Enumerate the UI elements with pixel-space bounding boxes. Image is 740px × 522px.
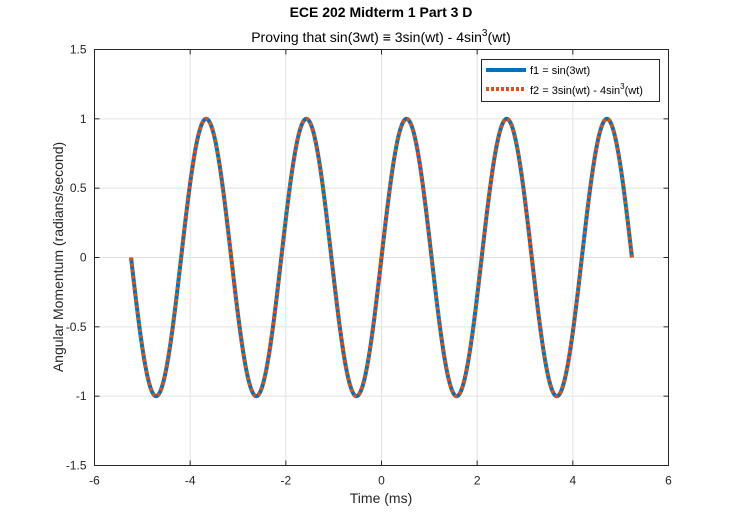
subtitle-part-3: (wt)	[487, 29, 510, 45]
subtitle-part-2: 3sin(wt) - 4sin	[391, 29, 482, 45]
y-tick-label: -1	[76, 389, 87, 403]
x-tick-label: -4	[185, 474, 196, 488]
legend-f2-part-2: (wt)	[625, 85, 643, 97]
subtitle-exponent: 3	[482, 28, 488, 39]
x-tick-label: 0	[378, 474, 385, 488]
y-tick-label: -0.5	[66, 320, 87, 334]
x-tick-label: -6	[89, 474, 100, 488]
y-tick-label: 0	[80, 251, 87, 265]
x-tick-label: -2	[280, 474, 291, 488]
y-tick-label: 0.5	[70, 181, 87, 195]
y-tick-label: 1	[80, 112, 87, 126]
x-tick-label: 6	[665, 474, 672, 488]
x-tick-label: 4	[569, 474, 576, 488]
legend-box	[481, 59, 660, 102]
subtitle-equiv-symbol: ≡	[383, 29, 391, 45]
x-tick-label: 2	[474, 474, 481, 488]
y-tick-label: -1.5	[66, 459, 87, 473]
legend-label-f1: f1 = sin(3wt)	[530, 65, 590, 77]
x-axis-label: Time (ms)	[350, 490, 412, 506]
y-axis-label: Angular Momentum (radians/second)	[50, 142, 66, 372]
y-tick-label: 1.5	[70, 43, 87, 57]
subtitle-part-1: Proving that sin(3wt)	[251, 29, 383, 45]
series-lines	[129, 116, 634, 399]
axis-ticks: -6 -4 -2 0 2 4 6 -1.5 -1 -0.5 0 0.5 1 1.5	[66, 43, 672, 488]
legend-f2-exponent: 3	[620, 82, 625, 91]
series-f2-line	[129, 116, 634, 399]
legend-f2-part-1: f2 = 3sin(wt) - 4sin	[530, 85, 620, 97]
legend: f1 = sin(3wt) f2 = 3sin(wt) - 4sin3(wt)	[481, 59, 660, 102]
legend-label-f2: f2 = 3sin(wt) - 4sin3(wt)	[530, 82, 643, 97]
chart-subtitle: Proving that sin(3wt) ≡ 3sin(wt) - 4sin3…	[251, 28, 511, 45]
chart-title: ECE 202 Midterm 1 Part 3 D	[290, 4, 473, 20]
